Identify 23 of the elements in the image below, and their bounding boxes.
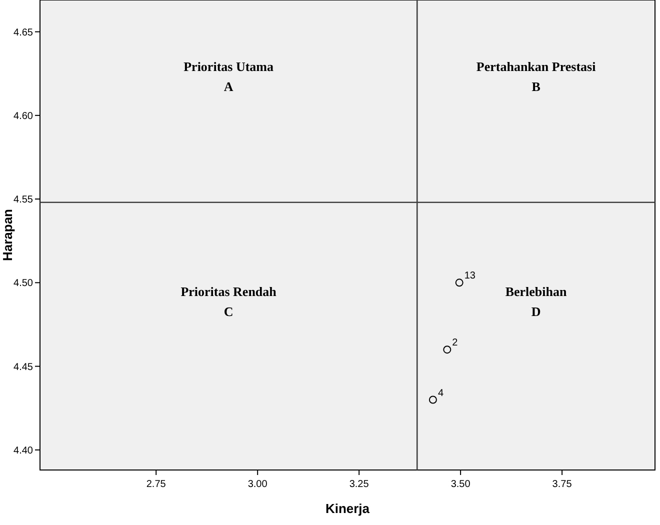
y-tick-label: 4.50 [14, 278, 34, 290]
y-tick-label: 4.60 [14, 110, 34, 122]
annotation: Pertahankan Prestasi B [476, 58, 596, 94]
point [455, 278, 464, 287]
x-axis-title: Kinerja [325, 501, 370, 516]
x-tick-label: 3.00 [248, 479, 268, 490]
x-tick-label: 3.75 [552, 479, 572, 490]
annotation: Prioritas Rendah C [180, 284, 278, 320]
annotation: 2 [452, 338, 458, 349]
annotation: 4 [438, 388, 444, 399]
annotation: 13 [464, 270, 476, 282]
y-axis-title: Harapan [0, 208, 15, 262]
y-tick-label: 4.65 [14, 27, 34, 38]
annotation: Berlebihan D [505, 284, 568, 320]
y-tick-label: 4.40 [14, 445, 34, 456]
point [443, 346, 452, 354]
y-tick-label: 4.45 [14, 362, 34, 373]
y-tick-label: 4.55 [14, 194, 34, 206]
point [428, 396, 437, 404]
annotation: Prioritas Utama A [184, 58, 274, 94]
x-tick-label: 3.25 [349, 479, 370, 490]
x-tick-label: 2.75 [146, 479, 166, 490]
x-tick-label: 3.50 [450, 479, 471, 490]
